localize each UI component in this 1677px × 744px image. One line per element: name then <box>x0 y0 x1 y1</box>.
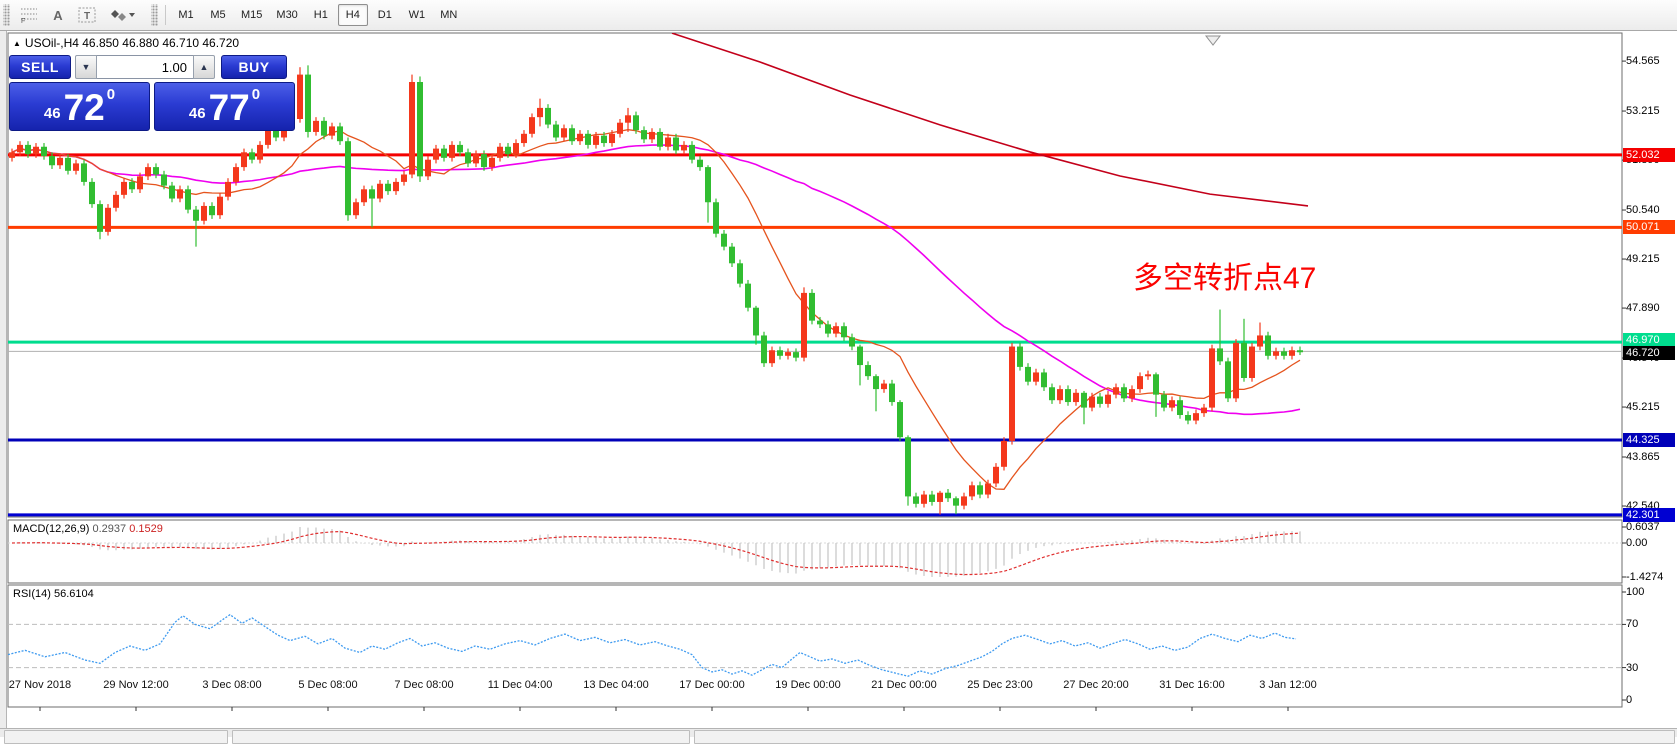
price-axis-tick: 54.565 <box>1626 55 1660 68</box>
price-axis-tick: 50.540 <box>1626 204 1660 217</box>
macd-label: MACD(12,26,9) 0.2937 0.1529 <box>13 523 163 535</box>
rsi-scale-tick: 70 <box>1626 618 1639 631</box>
macd-signal-line <box>11 530 1301 576</box>
timeframe-button-h4[interactable]: H4 <box>337 4 368 26</box>
candles <box>9 65 1303 515</box>
price-level-label: 44.325 <box>1623 432 1675 447</box>
time-axis-label: 19 Dec 00:00 <box>775 679 841 691</box>
macd-panel-frame <box>7 519 1623 584</box>
rsi-line <box>8 613 1297 677</box>
timeframe-button-h1[interactable]: H1 <box>313 9 328 21</box>
rsi-label: RSI(14) 56.6104 <box>13 588 94 600</box>
timeframe-button-d1[interactable]: D1 <box>377 9 392 21</box>
volume-input[interactable] <box>97 55 193 79</box>
sell-button[interactable]: SELL <box>9 55 71 79</box>
time-axis-label: 25 Dec 23:00 <box>967 679 1033 691</box>
status-segment <box>694 730 1675 744</box>
collapse-triangle-icon[interactable]: ▲ <box>13 39 21 48</box>
rsi-panel-frame <box>7 584 1623 708</box>
rsi-scale-tick: 30 <box>1626 661 1639 674</box>
window-left-gutter <box>0 31 7 737</box>
macd-scale-tick: -1.4274 <box>1626 571 1664 583</box>
price-level-label: 50.071 <box>1623 220 1675 235</box>
time-axis-label: 27 Nov 2018 <box>8 679 72 691</box>
main-chart-area[interactable] <box>8 33 1622 517</box>
status-bar <box>0 728 1677 744</box>
symbol-ohlc-text: USOil-,H4 46.850 46.880 46.710 46.720 <box>24 36 240 50</box>
time-axis-label: 3 Dec 08:00 <box>202 679 262 691</box>
toolbar-grip-2[interactable] <box>151 4 158 26</box>
toolbar-grip[interactable] <box>3 4 10 26</box>
rsi-scale-tick: 100 <box>1626 586 1645 598</box>
time-axis-label: 27 Dec 20:00 <box>1063 679 1129 691</box>
macd-scale-tick: 0.6037 <box>1626 521 1660 533</box>
price-axis-tick: 47.890 <box>1626 302 1660 315</box>
volume-decrease-button[interactable]: ▼ <box>75 55 97 79</box>
text-icon[interactable]: A <box>53 7 63 23</box>
price-level-label: 42.301 <box>1623 507 1675 522</box>
time-axis-label: 5 Dec 08:00 <box>298 679 358 691</box>
buy-price-big: 77 <box>208 87 250 128</box>
rsi-scale-tick: 0 <box>1626 694 1633 706</box>
timeframe-bar: M1 M5 M15 M30 H1 H4 D1 W1 MN <box>170 4 465 26</box>
price-axis-tick: 53.215 <box>1626 105 1660 118</box>
shift-marker-icon <box>1204 35 1222 46</box>
sell-price-big: 72 <box>63 87 105 128</box>
buy-price-display[interactable]: 46 77 0 <box>154 82 295 131</box>
time-axis-label: 17 Dec 00:00 <box>679 679 745 691</box>
chart-window: ▲ USOil-,H4 46.850 46.880 46.710 46.720 S… <box>0 31 1677 737</box>
time-axis-label: 31 Dec 16:00 <box>1159 679 1225 691</box>
macd-scale-tick: 0.00 <box>1626 537 1648 549</box>
price-level-label: 46.970 <box>1623 333 1675 347</box>
time-axis-label: 13 Dec 04:00 <box>583 679 649 691</box>
annotation-text: 多空转折点47 <box>1133 262 1317 295</box>
buy-button[interactable]: BUY <box>221 55 287 79</box>
time-axis-label: 3 Jan 12:00 <box>1259 679 1317 691</box>
price-axis-tick: 49.215 <box>1626 253 1660 266</box>
macd-main-value: 0.2937 <box>92 523 127 535</box>
timeframe-button-mn[interactable]: MN <box>440 9 458 21</box>
price-level-label: 52.032 <box>1623 147 1675 162</box>
macd-signal-value: 0.1529 <box>129 523 163 535</box>
sell-price-prefix: 46 <box>43 105 61 122</box>
price-chart[interactable] <box>0 31 1677 737</box>
time-axis-label: 21 Dec 00:00 <box>871 679 937 691</box>
time-axis-label: 29 Nov 12:00 <box>103 679 169 691</box>
timeframe-button-w1[interactable]: W1 <box>408 9 426 21</box>
top-toolbar: F A T M1 M5 M15 M30 H1 H4 D1 W1 MN <box>0 0 1677 31</box>
fibonacci-icon[interactable]: F <box>14 4 44 26</box>
time-axis-label: 7 Dec 08:00 <box>394 679 454 691</box>
current-price-label: 46.720 <box>1623 346 1675 360</box>
time-axis-label: 11 Dec 04:00 <box>487 679 553 691</box>
rsi-panel[interactable] <box>8 613 1622 677</box>
status-segment <box>4 730 228 744</box>
rsi-value: 56.6104 <box>53 588 94 600</box>
arrows-icon[interactable] <box>104 4 142 26</box>
volume-increase-button[interactable]: ▲ <box>193 55 215 79</box>
sell-price-display[interactable]: 46 72 0 <box>9 82 150 131</box>
price-axis-tick: 45.215 <box>1626 401 1660 414</box>
timeframe-button-m5[interactable]: M5 <box>210 9 226 21</box>
ma-200-line <box>671 33 1309 207</box>
svg-text:F: F <box>21 18 25 23</box>
status-segment <box>232 730 690 744</box>
timeframe-button-m15[interactable]: M15 <box>241 9 263 21</box>
timeframe-button-m30[interactable]: M30 <box>276 9 298 21</box>
price-axis-tick: 43.865 <box>1626 450 1660 463</box>
sell-price-sup: 0 <box>106 86 116 103</box>
toolbar-separator <box>165 5 166 25</box>
buy-price-sup: 0 <box>251 86 261 103</box>
macd-panel[interactable] <box>8 527 1622 577</box>
buy-price-prefix: 46 <box>188 105 206 122</box>
svg-text:T: T <box>84 11 90 22</box>
text-label-icon[interactable]: T <box>72 4 102 26</box>
symbol-header: ▲ USOil-,H4 46.850 46.880 46.710 46.720 <box>13 36 239 50</box>
timeframe-button-m1[interactable]: M1 <box>178 9 194 21</box>
